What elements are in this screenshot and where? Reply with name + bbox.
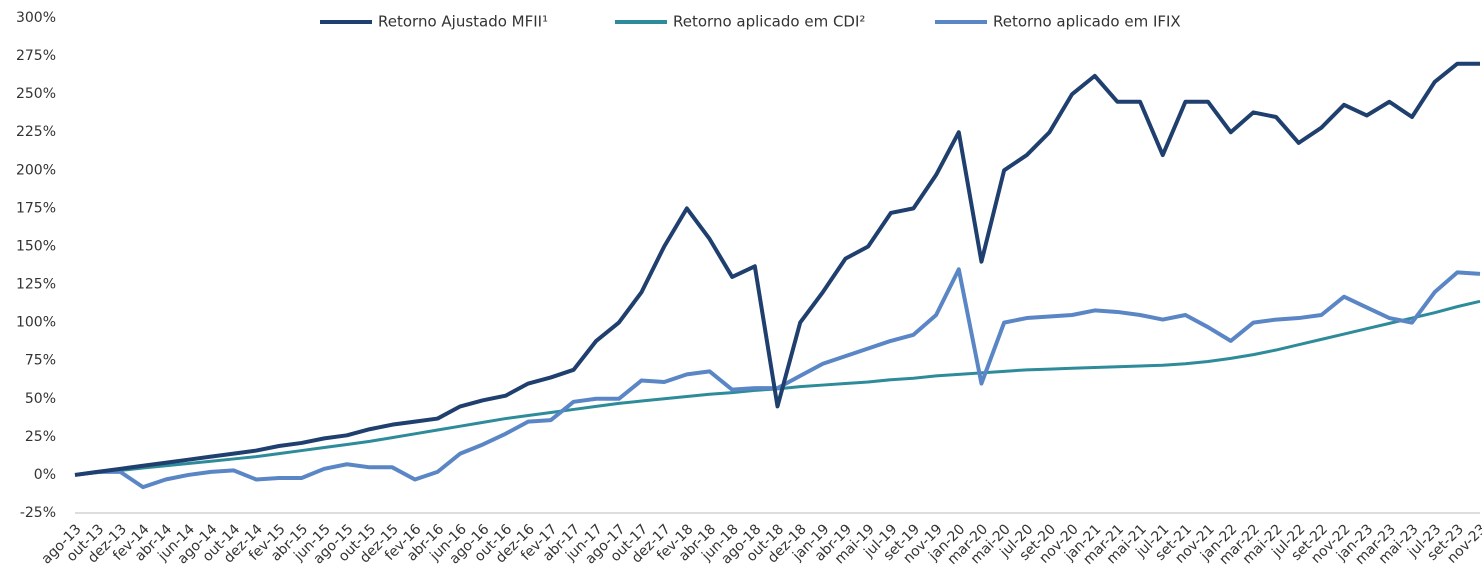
y-tick-label: 225% bbox=[16, 124, 56, 140]
y-tick-label: 275% bbox=[16, 48, 56, 64]
y-tick-label: 175% bbox=[16, 200, 56, 216]
y-tick-label: 75% bbox=[25, 353, 56, 369]
y-tick-label: 0% bbox=[34, 467, 56, 483]
series-line bbox=[74, 267, 1481, 490]
legend-label: Retorno aplicado em CDI² bbox=[673, 13, 865, 31]
legend-label: Retorno Ajustado MFII¹ bbox=[378, 13, 548, 31]
y-tick-label: 150% bbox=[16, 238, 56, 254]
legend-label: Retorno aplicado em IFIX bbox=[993, 13, 1181, 31]
y-tick-label: 250% bbox=[16, 86, 56, 102]
y-tick-label: 100% bbox=[16, 315, 56, 331]
y-tick-label: 50% bbox=[25, 391, 56, 407]
y-tick-label: 125% bbox=[16, 277, 56, 293]
y-tick-label: 200% bbox=[16, 162, 56, 178]
y-tick-label: -25% bbox=[20, 505, 56, 521]
y-tick-label: 300% bbox=[16, 10, 56, 26]
y-tick-label: 25% bbox=[25, 429, 56, 445]
series-line bbox=[74, 61, 1480, 477]
